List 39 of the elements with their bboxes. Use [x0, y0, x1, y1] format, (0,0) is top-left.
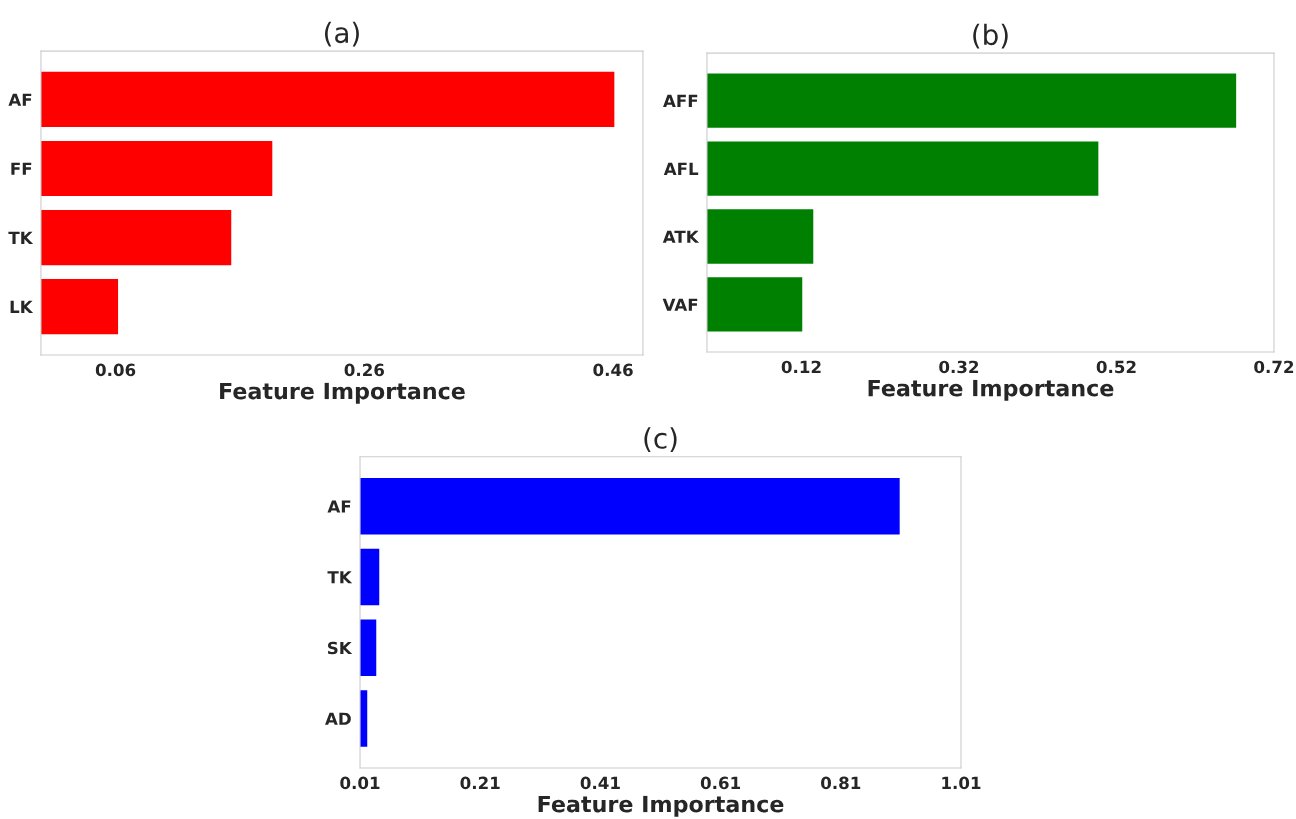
y-tick-label: TK — [327, 571, 353, 584]
bar — [40, 71, 615, 128]
bar — [706, 209, 814, 264]
y-tick-label: AD — [325, 712, 351, 725]
bar — [706, 277, 803, 332]
x-axis-title: Feature Importance — [220, 382, 465, 404]
chart-title: (a) — [324, 21, 359, 47]
y-tick-label: AF — [327, 500, 351, 513]
x-tick-label: 0.32 — [939, 360, 979, 374]
bar — [706, 73, 1237, 128]
y-tick-label: AFL — [663, 162, 699, 175]
x-tick-label: 0.46 — [593, 363, 633, 377]
y-tick-label: SK — [327, 641, 353, 655]
x-tick-label: 0.06 — [95, 363, 136, 377]
x-tick-label: 0.26 — [344, 363, 384, 377]
x-tick-label: 0.41 — [580, 776, 620, 790]
y-tick-label: ATK — [662, 230, 700, 243]
y-tick-label: LK — [10, 300, 34, 313]
y-tick-label: FF — [11, 162, 32, 175]
bar — [706, 141, 1099, 196]
y-tick-label: TK — [8, 231, 34, 244]
x-tick-label: 0.21 — [460, 776, 500, 790]
x-axis-title: Feature Importance — [868, 379, 1114, 401]
bar — [40, 278, 119, 335]
x-tick-label: 0.81 — [821, 776, 861, 790]
x-tick-label: 0.01 — [340, 776, 380, 790]
y-tick-label: AFF — [663, 94, 698, 107]
x-tick-label: 0.72 — [1254, 360, 1294, 374]
y-tick-label: AF — [8, 93, 32, 106]
x-tick-label: 0.52 — [1096, 360, 1136, 374]
x-tick-label: 1.01 — [942, 776, 981, 790]
chart-title: (c) — [644, 427, 677, 453]
x-tick-label: 0.12 — [781, 360, 821, 374]
x-axis-title: Feature Importance — [538, 795, 784, 817]
chart-title: (b) — [973, 23, 1008, 49]
bar — [40, 140, 273, 197]
bar — [40, 209, 232, 266]
x-tick-label: 0.61 — [700, 776, 741, 790]
y-tick-label: VAF — [662, 298, 698, 311]
